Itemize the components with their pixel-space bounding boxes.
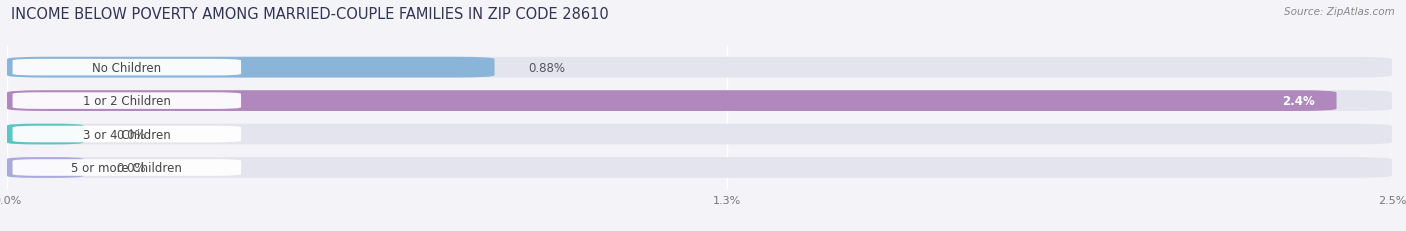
Text: 3 or 4 Children: 3 or 4 Children <box>83 128 170 141</box>
Text: INCOME BELOW POVERTY AMONG MARRIED-COUPLE FAMILIES IN ZIP CODE 28610: INCOME BELOW POVERTY AMONG MARRIED-COUPL… <box>11 7 609 22</box>
Text: 0.88%: 0.88% <box>527 61 565 74</box>
FancyBboxPatch shape <box>13 126 240 143</box>
FancyBboxPatch shape <box>7 124 1392 145</box>
FancyBboxPatch shape <box>7 158 1392 178</box>
FancyBboxPatch shape <box>7 124 83 145</box>
Text: 0.0%: 0.0% <box>117 161 146 174</box>
Text: No Children: No Children <box>93 61 162 74</box>
Text: 1 or 2 Children: 1 or 2 Children <box>83 95 170 108</box>
Text: Source: ZipAtlas.com: Source: ZipAtlas.com <box>1284 7 1395 17</box>
FancyBboxPatch shape <box>7 58 495 78</box>
Text: 0.0%: 0.0% <box>117 128 146 141</box>
FancyBboxPatch shape <box>13 160 240 176</box>
Text: 2.4%: 2.4% <box>1282 95 1315 108</box>
FancyBboxPatch shape <box>7 91 1392 112</box>
Text: 5 or more Children: 5 or more Children <box>72 161 183 174</box>
FancyBboxPatch shape <box>13 93 240 109</box>
FancyBboxPatch shape <box>13 60 240 76</box>
FancyBboxPatch shape <box>7 158 83 178</box>
FancyBboxPatch shape <box>7 91 1337 112</box>
FancyBboxPatch shape <box>7 58 1392 78</box>
